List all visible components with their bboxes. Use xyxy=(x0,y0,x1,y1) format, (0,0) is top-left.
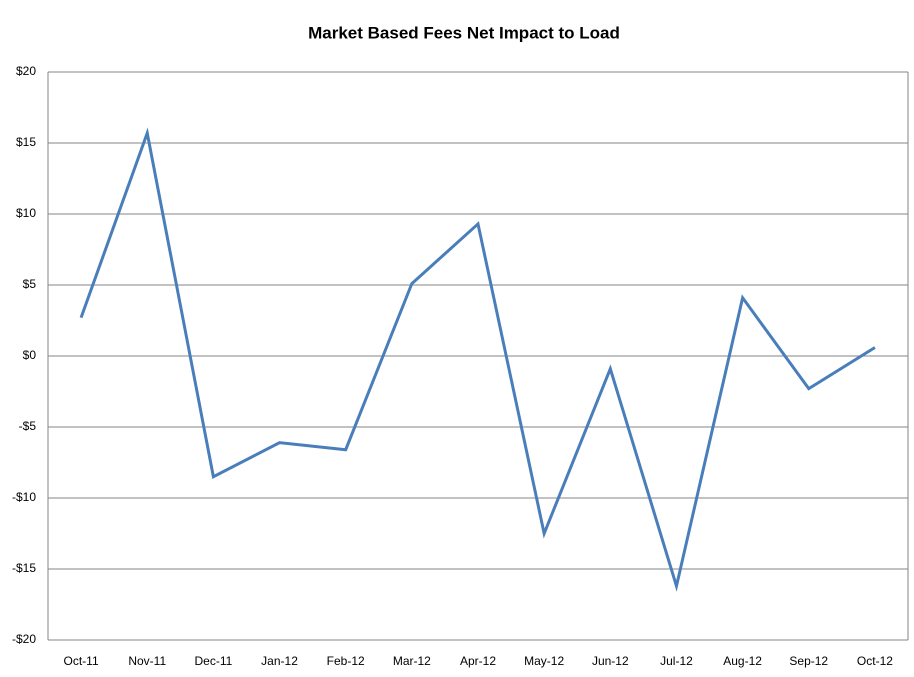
x-tick-label: Sep-12 xyxy=(789,654,828,668)
y-tick-label: $10 xyxy=(16,206,36,220)
y-tick-label: $20 xyxy=(16,64,36,78)
x-tick-label: Mar-12 xyxy=(393,654,431,668)
y-tick-label: -$5 xyxy=(19,419,37,433)
y-tick-label: $0 xyxy=(23,348,37,362)
x-tick-label: May-12 xyxy=(524,654,564,668)
x-tick-label: Feb-12 xyxy=(327,654,365,668)
x-tick-label: Apr-12 xyxy=(460,654,496,668)
x-tick-label: Jun-12 xyxy=(592,654,629,668)
y-tick-label: $5 xyxy=(23,277,37,291)
x-tick-label: Aug-12 xyxy=(723,654,762,668)
x-tick-label: Nov-11 xyxy=(128,654,166,668)
chart-title: Market Based Fees Net Impact to Load xyxy=(308,23,620,42)
x-tick-label: Oct-12 xyxy=(857,654,893,668)
x-tick-label: Jul-12 xyxy=(660,654,693,668)
y-tick-label: -$15 xyxy=(12,561,36,575)
y-tick-label: -$20 xyxy=(12,632,36,646)
x-tick-label: Dec-11 xyxy=(194,654,232,668)
x-tick-label: Jan-12 xyxy=(261,654,298,668)
x-tick-label: Oct-11 xyxy=(64,654,99,668)
y-tick-label: $15 xyxy=(16,135,36,149)
data-line xyxy=(79,127,876,592)
y-tick-label: -$10 xyxy=(12,490,36,504)
